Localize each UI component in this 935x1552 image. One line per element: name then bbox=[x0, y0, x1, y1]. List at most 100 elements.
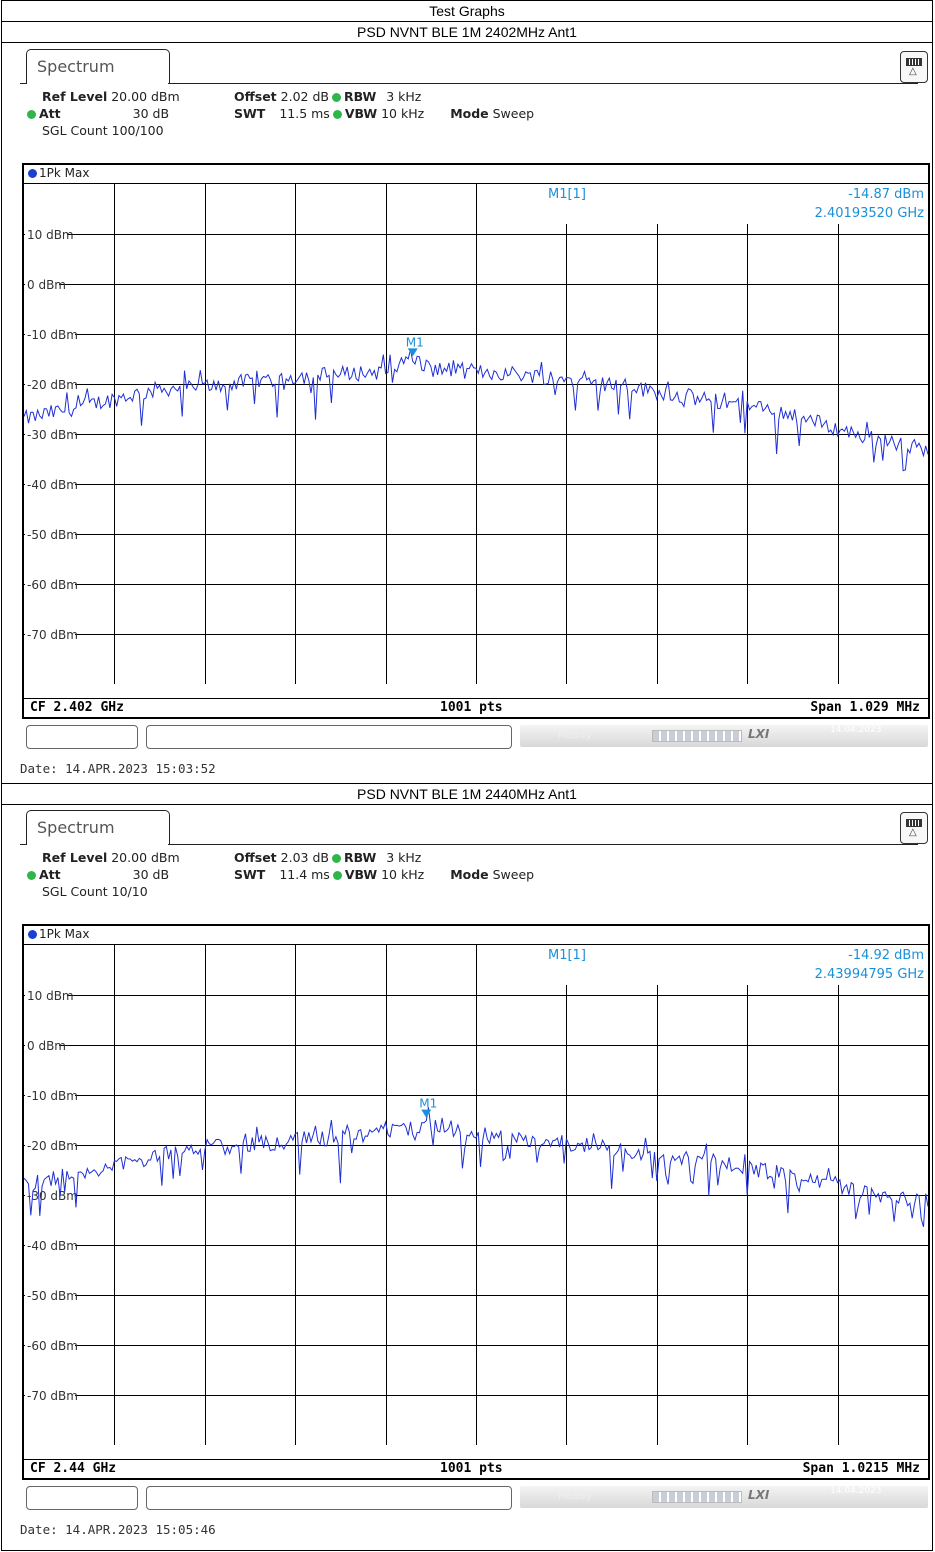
status-field-1[interactable] bbox=[26, 725, 138, 749]
plot-footer: CF 2.44 GHz 1001 pts Span 1.0215 MHz bbox=[24, 1459, 928, 1478]
tick-label-bg bbox=[25, 576, 75, 591]
y-tick-label: -70 dBm bbox=[27, 1389, 78, 1403]
rbw-value: 3 kHz bbox=[386, 89, 422, 104]
marker-level: -14.92 dBm bbox=[848, 948, 924, 963]
mode-value: Sweep bbox=[492, 106, 535, 121]
mode-label: Mode bbox=[450, 867, 489, 882]
tick-label-bg bbox=[25, 1037, 59, 1052]
tick-label-bg bbox=[25, 1287, 75, 1302]
y-tick-label: -70 dBm bbox=[27, 628, 78, 642]
marker-name: M1[1] bbox=[548, 187, 586, 202]
status-dot-icon bbox=[27, 110, 36, 119]
status-indicator: Ready LXI 14.04.2023 bbox=[520, 1486, 928, 1508]
att-row: Att 30 dB bbox=[24, 867, 169, 882]
status-field-2[interactable] bbox=[146, 1486, 512, 1510]
status-dot-icon bbox=[332, 871, 342, 880]
trace-label: 1Pk Max bbox=[28, 927, 89, 941]
status-date: 14.04.2023 bbox=[830, 1486, 882, 1496]
y-tick-label: -50 dBm bbox=[27, 528, 78, 542]
y-tick-label: -30 dBm bbox=[27, 428, 78, 442]
status-field-1[interactable] bbox=[26, 1486, 138, 1510]
tick-label-bg bbox=[25, 226, 67, 241]
progress-indicator bbox=[652, 730, 742, 742]
plot-footer: CF 2.402 GHz 1001 pts Span 1.029 MHz bbox=[24, 698, 928, 717]
status-date: 14.04.2023 bbox=[830, 725, 882, 735]
status-bar: Ready LXI 14.04.2023 bbox=[20, 721, 932, 751]
marker-readout-bg bbox=[544, 184, 928, 224]
span-value: Span 1.0215 MHz bbox=[802, 1461, 920, 1476]
center-frequency: CF 2.402 GHz bbox=[30, 700, 124, 715]
y-tick-label: -10 dBm bbox=[27, 328, 78, 342]
att-label: Att bbox=[39, 867, 61, 882]
y-tick-label: -60 dBm bbox=[27, 1339, 78, 1353]
ref-level-row: Ref Level 20.00 dBm bbox=[42, 89, 180, 104]
ref-level-value: 20.00 dBm bbox=[111, 89, 180, 104]
marker-frequency: 2.43994795 GHz bbox=[815, 967, 925, 982]
spectrum-tab[interactable]: Spectrum bbox=[26, 49, 170, 84]
status-dot-icon bbox=[27, 871, 36, 880]
ready-text: Ready bbox=[558, 1489, 593, 1502]
tick-label-bg bbox=[25, 526, 75, 541]
tick-label-bg bbox=[25, 1087, 75, 1102]
offset-value: 2.03 dB bbox=[280, 850, 329, 865]
battery-icon[interactable]: △ bbox=[900, 51, 928, 83]
points-count: 1001 pts bbox=[440, 1461, 503, 1476]
ref-level-label: Ref Level bbox=[42, 89, 108, 104]
marker-m1-icon[interactable] bbox=[421, 1109, 432, 1118]
rbw-label: RBW bbox=[343, 850, 377, 865]
tick-label-bg bbox=[25, 426, 75, 441]
lxi-logo-icon: LXI bbox=[748, 1488, 770, 1502]
section-heading-2: PSD NVNT BLE 1M 2440MHz Ant1 bbox=[2, 783, 932, 805]
y-tick-label: -50 dBm bbox=[27, 1289, 78, 1303]
ref-level-row: Ref Level 20.00 dBm bbox=[42, 850, 180, 865]
y-tick-label: -20 dBm bbox=[27, 378, 78, 392]
date-stamp: Date: 14.APR.2023 15:03:52 bbox=[20, 761, 216, 776]
battery-icon[interactable]: △ bbox=[900, 812, 928, 844]
y-tick-label: -60 dBm bbox=[27, 578, 78, 592]
y-tick-label: -10 dBm bbox=[27, 1089, 78, 1103]
y-tick-label: -30 dBm bbox=[27, 1189, 78, 1203]
marker-frequency: 2.40193520 GHz bbox=[815, 206, 925, 221]
sgl-count: SGL Count 100/100 bbox=[42, 123, 164, 138]
marker-tag: M1 bbox=[406, 335, 424, 349]
status-indicator: Ready LXI 14.04.2023 bbox=[520, 725, 928, 747]
status-field-2[interactable] bbox=[146, 725, 512, 749]
marker-m1-icon[interactable] bbox=[407, 348, 418, 357]
mode-value: Sweep bbox=[492, 867, 535, 882]
mode-label: Mode bbox=[450, 106, 489, 121]
marker-level: -14.87 dBm bbox=[848, 187, 924, 202]
swt-label: SWT bbox=[234, 106, 266, 121]
y-tick-label: -20 dBm bbox=[27, 1139, 78, 1153]
analyzer-screenshot-1: Spectrum △ Ref Level 20.00 dBm Offset 2.… bbox=[20, 49, 932, 749]
att-label: Att bbox=[39, 106, 61, 121]
tick-label-bg bbox=[25, 626, 75, 641]
marker-readout-bg bbox=[544, 945, 928, 985]
tick-label-bg bbox=[25, 376, 75, 391]
status-dot-icon bbox=[332, 110, 342, 119]
tick-label-bg bbox=[25, 326, 75, 341]
tick-label-bg bbox=[25, 1387, 75, 1402]
spectrum-chart-1: 10 dBm 0 dBm -10 dBm -20 dBm -30 dBm -40 dBm -… bbox=[24, 184, 928, 684]
tab-label: Spectrum bbox=[37, 818, 115, 837]
trace-dot-icon bbox=[28, 169, 37, 178]
swt-row: SWT 11.4 ms VBW 10 kHz Mode Sweep bbox=[234, 867, 534, 882]
swt-value: 11.5 ms bbox=[279, 106, 330, 121]
vbw-value: 10 kHz bbox=[381, 867, 425, 882]
ref-level-label: Ref Level bbox=[42, 850, 108, 865]
rbw-label: RBW bbox=[343, 89, 377, 104]
trace-label: 1Pk Max bbox=[28, 166, 89, 180]
plot-frame-1: 1Pk Max 10 dBm 0 dBm -10 dBm -20 dBm -30 dBm… bbox=[22, 163, 930, 719]
tick-label-bg bbox=[25, 1237, 75, 1252]
spectrum-section-1: Spectrum △ Ref Level 20.00 dBm Offset 2.… bbox=[2, 43, 932, 783]
y-tick-label: -40 dBm bbox=[27, 478, 78, 492]
offset-row: Offset 2.02 dB RBW 3 kHz bbox=[234, 89, 421, 104]
spectrum-chart-2: 10 dBm 0 dBm -10 dBm -20 dBm -30 dBm -40 dBm -… bbox=[24, 945, 928, 1445]
rbw-value: 3 kHz bbox=[386, 850, 422, 865]
y-tick-label: 10 dBm bbox=[27, 989, 74, 1003]
att-value: 30 dB bbox=[132, 106, 170, 121]
progress-indicator bbox=[652, 1491, 742, 1503]
vbw-label: VBW bbox=[344, 867, 378, 882]
spectrum-tab[interactable]: Spectrum bbox=[26, 810, 170, 845]
ready-text: Ready bbox=[558, 728, 593, 741]
tick-label-bg bbox=[25, 476, 75, 491]
